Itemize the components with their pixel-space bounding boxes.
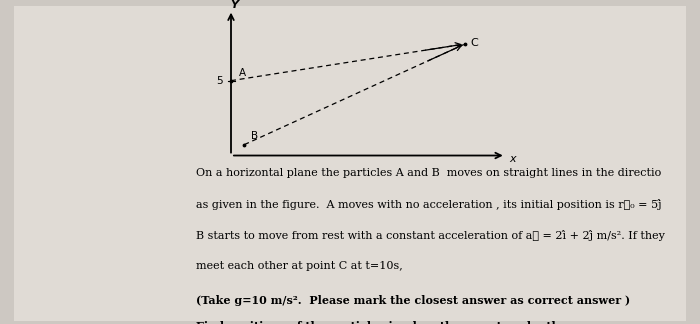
Text: meet each other at point C at t=10s,: meet each other at point C at t=10s, (196, 261, 402, 271)
Text: 5: 5 (216, 76, 223, 86)
Text: B starts to move from rest with a constant acceleration of a⃗ = 2î + 2ĵ m/s². : B starts to move from rest with a consta… (196, 230, 665, 241)
Text: as given in the figure.  A moves with no acceleration , its initial position is : as given in the figure. A moves with no … (196, 199, 662, 210)
Text: A: A (239, 68, 246, 78)
Text: Y: Y (230, 0, 239, 10)
Text: C: C (470, 38, 478, 48)
Text: x: x (510, 154, 516, 164)
Text: (Take g=10 m/s².  Please mark the closest answer as correct answer ): (Take g=10 m/s². Please mark the closest… (196, 295, 630, 306)
Text: Find positions of the particles is when they meet each other: Find positions of the particles is when … (196, 321, 573, 324)
Text: On a horizontal plane the particles A and B  moves on straight lines in the dire: On a horizontal plane the particles A an… (196, 168, 662, 179)
FancyBboxPatch shape (14, 6, 686, 321)
Text: B: B (251, 131, 258, 141)
